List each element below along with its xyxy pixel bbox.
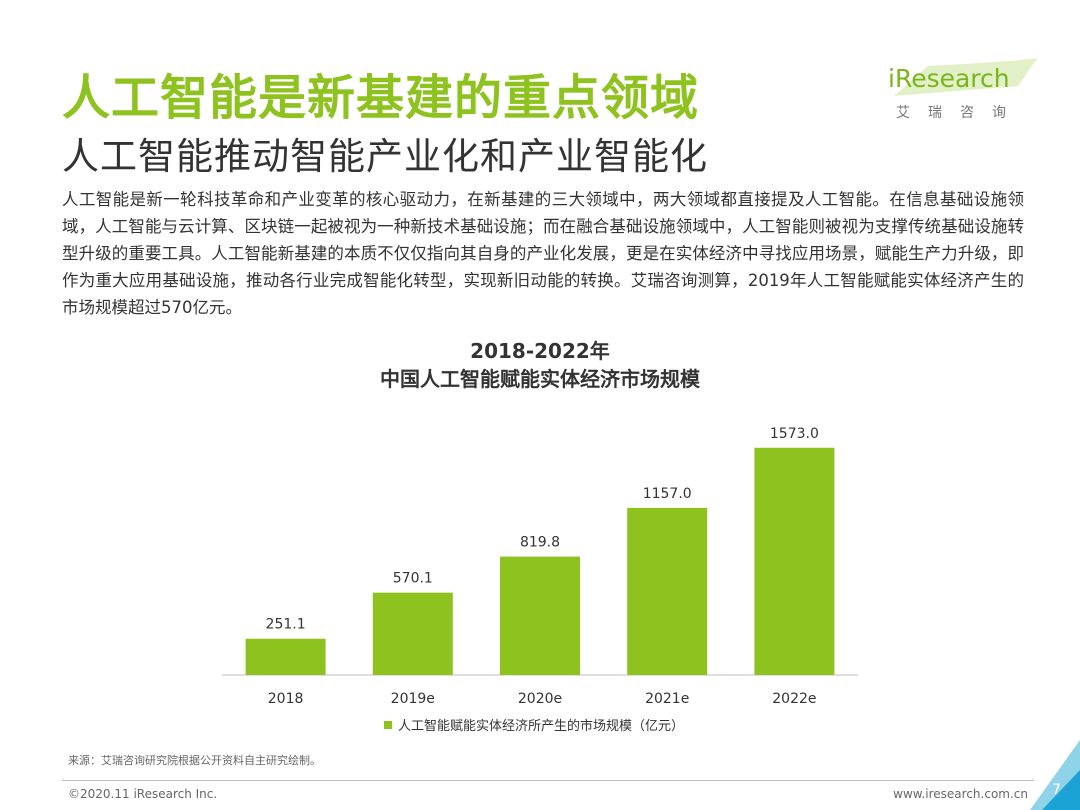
bar-2022e [754, 447, 835, 675]
bar-2019e [372, 592, 453, 675]
legend: 人工智能赋能实体经济所产生的市场规模（亿元） [384, 718, 684, 734]
x-tick-label-2021e: 2021e [645, 691, 689, 707]
page-subtitle: 人工智能推动智能产业化和产业智能化 [62, 135, 708, 178]
bar-chart: 2018-2022年 中国人工智能赋能实体经济市场规模 251.1 2018 570… [222, 339, 858, 734]
bars-group: 251.1 2018 570.1 2019e 819.8 2020e 1157.0 2021e… [245, 426, 835, 707]
chart-title: 2018-2022年 [470, 339, 610, 363]
page-title: 人工智能是新基建的重点领域 [62, 70, 700, 126]
footer-divider [62, 780, 1034, 781]
iresearch-logo: iResearch 艾瑞咨询 [888, 56, 1038, 126]
data-label-2022e: 1573.0 [770, 426, 819, 442]
source-note: 来源：艾瑞咨询研究院根据公开资料自主研究绘制。 [68, 754, 321, 767]
data-label-2019e: 570.1 [393, 571, 433, 587]
bar-2020e [500, 556, 580, 675]
chart-subtitle: 中国人工智能赋能实体经济市场规模 [380, 367, 701, 391]
intro-paragraph: 人工智能是新一轮科技革命和产业变革的核心驱动力，在新基建的三大领域中，两大领域都… [62, 190, 1024, 317]
bar-2018 [245, 638, 326, 675]
legend-label: 人工智能赋能实体经济所产生的市场规模（亿元） [398, 718, 684, 734]
page-number: 7 [1052, 782, 1061, 798]
website-link[interactable]: www.iresearch.com.cn [893, 787, 1028, 801]
x-tick-label-2022e: 2022e [772, 691, 816, 707]
logo-text: iResearch [888, 64, 1010, 93]
data-label-2020e: 819.8 [520, 535, 560, 551]
data-label-2018: 251.1 [266, 617, 306, 633]
x-tick-label-2019e: 2019e [391, 691, 435, 707]
x-tick-label-2018: 2018 [268, 691, 304, 707]
data-label-2021e: 1157.0 [643, 486, 692, 502]
corner-decoration [1030, 740, 1080, 810]
legend-swatch [384, 721, 392, 729]
logo-cn-text: 艾瑞咨询 [896, 105, 1024, 121]
copyright: ©2020.11 iResearch Inc. [68, 787, 218, 801]
x-tick-label-2020e: 2020e [518, 691, 562, 707]
logo-leaf-icon [894, 58, 1038, 96]
bar-2021e [627, 507, 708, 675]
